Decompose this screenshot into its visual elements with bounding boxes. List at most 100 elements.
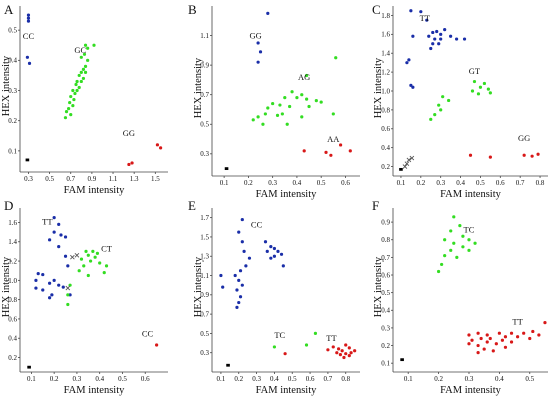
y-tick-label: 0.5	[200, 121, 209, 129]
data-point-tc	[449, 248, 453, 252]
data-point-tt	[485, 333, 489, 337]
x-tick-label: 0.3	[73, 375, 82, 383]
data-point-gg	[130, 161, 134, 165]
x-marker-stroke	[65, 285, 71, 291]
x-tick-label: 0.5	[317, 179, 326, 187]
data-point-gc	[73, 91, 77, 96]
data-point-ag	[251, 118, 255, 122]
data-point-tt	[344, 343, 348, 347]
data-point-cc	[265, 249, 269, 254]
data-point-tt	[419, 10, 423, 14]
y-tick-label: 1.4	[8, 238, 17, 246]
data-point-tt	[41, 288, 45, 292]
data-point-cc	[263, 240, 268, 244]
x-tick-label: 0.5	[118, 375, 127, 383]
x-tick-label: 0.8	[341, 375, 350, 383]
y-tick-label: 1.8	[381, 12, 390, 20]
y-tick-label: 0.9	[200, 62, 209, 70]
data-point-gc	[75, 88, 79, 93]
x-tick-label: 0.4	[495, 375, 504, 383]
data-point-tc	[455, 255, 459, 259]
y-tick-label: 1.1	[200, 272, 209, 280]
data-point-gg	[258, 50, 263, 54]
ntc-point	[399, 167, 403, 171]
y-axis-label: HEX intensity	[1, 256, 12, 317]
data-point-tc	[461, 234, 465, 238]
data-point-aa	[348, 149, 352, 153]
y-tick-label: 0.3	[381, 324, 390, 332]
cluster-label-gg: GG	[123, 128, 135, 138]
data-point-cc	[247, 256, 252, 260]
data-point-tt	[61, 285, 65, 289]
panel-a: A 0.3 0.5 0.7 0.9 1.1 1.3 1.5 0.1 0.2 0.3 0.4 0.5 FAM…	[1, 2, 168, 196]
data-point-tt	[411, 85, 415, 89]
y-tick-label: 0.1	[8, 147, 17, 155]
data-point-ct	[84, 249, 88, 254]
y-axis-label: HEX intensity	[193, 57, 204, 118]
data-point-tt	[34, 286, 38, 290]
y-tick-label: 0.8	[381, 106, 390, 114]
x-axis-label: FAM intensity	[64, 385, 126, 396]
data-point-tt	[439, 37, 443, 41]
cluster-label-tc: TC	[274, 330, 285, 340]
data-point-gc	[67, 107, 71, 111]
x-tick-label: 1.5	[151, 175, 160, 183]
cluster-label-gg: GG	[250, 31, 262, 41]
y-axis-label: HEX intensity	[373, 256, 384, 317]
data-point-gc	[77, 73, 81, 78]
y-tick-label: 1.7	[200, 214, 209, 222]
y-tick-label: 0.1	[381, 360, 390, 368]
data-point-cc	[221, 285, 225, 289]
data-point-aa	[302, 149, 306, 153]
cluster-label-gc: GC	[74, 45, 86, 55]
data-point-tt	[431, 30, 435, 35]
data-point-tt	[52, 230, 56, 234]
data-point-tt	[449, 34, 453, 38]
y-tick-label: 1.0	[8, 277, 17, 285]
data-point-cc	[240, 240, 244, 244]
cluster-label-cc: CC	[23, 31, 35, 41]
data-point-tt	[462, 37, 467, 41]
y-tick-label: 0.4	[381, 307, 390, 315]
y-axis-label: HEX intensity	[193, 256, 204, 317]
cluster-label-gt: GT	[469, 66, 481, 76]
x-tick-label: 0.3	[268, 179, 277, 187]
y-tick-label: 0.9	[381, 219, 390, 227]
data-point-tt	[443, 28, 447, 32]
data-point-ag	[278, 103, 282, 107]
data-point-gc	[74, 82, 78, 87]
x-tick-label: 0.4	[95, 375, 104, 383]
data-point-tt	[437, 42, 441, 46]
data-point-cc	[25, 55, 29, 59]
data-point-cc	[240, 217, 244, 222]
data-point-tt	[338, 353, 342, 357]
x-marker-stroke	[74, 252, 80, 258]
data-point-ct	[66, 293, 70, 297]
data-point-cc	[244, 264, 248, 268]
data-point-tc	[452, 241, 456, 245]
y-tick-label: 0.2	[381, 342, 390, 350]
data-point-tt	[500, 338, 505, 342]
x-tick-label: 0.7	[66, 175, 75, 183]
data-point-tt	[48, 281, 52, 285]
data-point-gc	[83, 43, 88, 47]
data-point-gt	[470, 89, 475, 93]
panel-f: F 0.1 0.2 0.3 0.4 0.5 0.1 0.2 0.3 0.4 0.5 0.6 0.7 0.8…	[372, 198, 548, 396]
data-point-cc	[269, 256, 273, 260]
data-point-ag	[285, 122, 289, 126]
x-axis-label: FAM intensity	[256, 385, 318, 396]
x-tick-label: 0.2	[244, 179, 253, 187]
cluster-label-ag: AG	[298, 72, 310, 82]
x-tick-label: 0.5	[288, 375, 297, 383]
data-point-tc	[443, 238, 447, 242]
x-marker-point	[402, 164, 408, 169]
y-tick-label: 1.0	[381, 87, 390, 95]
x-tick-label: 0.2	[416, 179, 425, 187]
ntc-point	[226, 363, 230, 367]
x-marker-point	[406, 157, 412, 163]
data-point-cc	[26, 13, 31, 17]
cluster-label-ct: CT	[101, 243, 113, 253]
data-point-ag	[283, 96, 287, 100]
data-point-gt	[441, 95, 445, 99]
data-point-tc	[436, 269, 441, 274]
